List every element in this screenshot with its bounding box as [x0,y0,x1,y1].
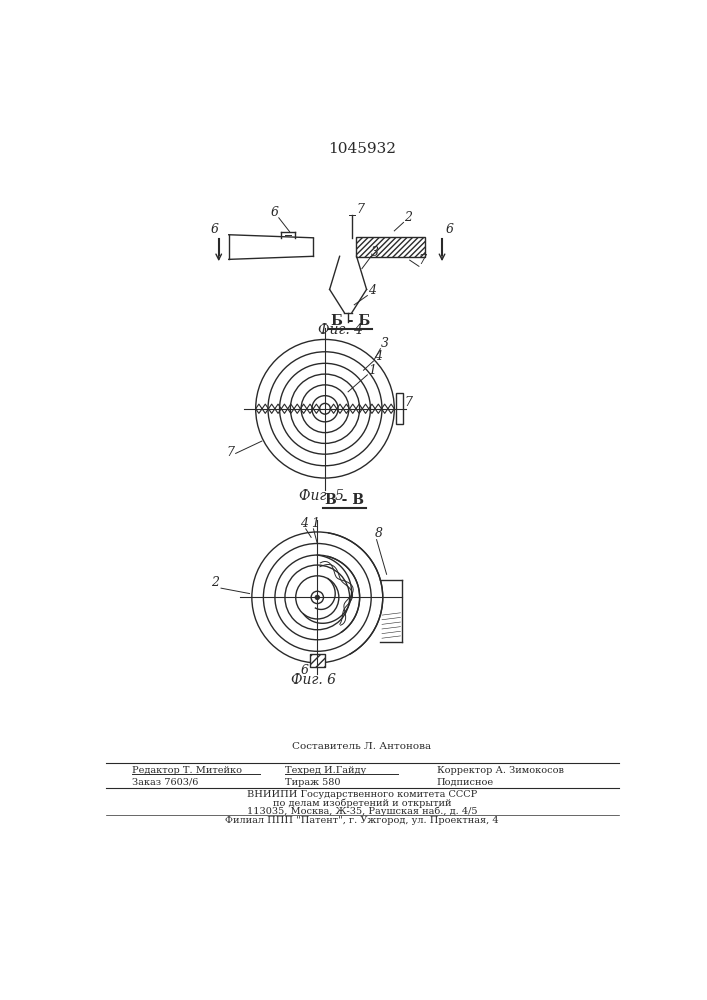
Text: 3: 3 [381,337,389,350]
Text: 113035, Москва, Ж-35, Раушская наб., д. 4/5: 113035, Москва, Ж-35, Раушская наб., д. … [247,807,477,816]
Text: 1: 1 [368,364,376,377]
Circle shape [315,595,320,600]
Text: 7: 7 [356,203,365,216]
Text: 4: 4 [374,350,382,363]
Text: 7: 7 [226,446,235,459]
Text: ВНИИПИ Государственного комитета СССР: ВНИИПИ Государственного комитета СССР [247,790,477,799]
Text: Составитель Л. Антонова: Составитель Л. Антонова [293,742,431,751]
Text: 6: 6 [271,206,279,219]
Text: 2: 2 [404,211,412,224]
Text: 1045932: 1045932 [328,142,396,156]
Text: 1: 1 [311,517,319,530]
Text: Фиг. 6: Фиг. 6 [291,673,336,687]
Text: 6: 6 [211,223,219,236]
Bar [356,237,425,257]
Text: 4: 4 [300,517,308,530]
Text: Подписное: Подписное [437,778,493,787]
Text: Заказ 7603/6: Заказ 7603/6 [132,778,199,787]
Bar [396,393,403,424]
Text: Редактор Т. Митейко: Редактор Т. Митейко [132,766,243,775]
Text: В - В: В - В [325,493,363,507]
Bar [310,654,325,667]
Bar [310,654,325,667]
Text: по делам изобретений и открытий: по делам изобретений и открытий [273,798,451,808]
Text: Техред И.Гайду: Техред И.Гайду [285,766,366,775]
Text: 7: 7 [419,254,427,267]
Text: Фиг. 4: Фиг. 4 [318,323,363,337]
Text: Корректор А. Зимокосов: Корректор А. Зимокосов [437,766,563,775]
Text: 6: 6 [446,223,454,236]
Text: 2: 2 [211,576,219,589]
Text: Фиг. 5: Фиг. 5 [298,489,344,503]
Text: 3: 3 [371,246,379,259]
Text: Филиал ППП "Патент", г. Ужгород, ул. Проектная, 4: Филиал ППП "Патент", г. Ужгород, ул. Про… [225,816,498,825]
Text: Тираж 580: Тираж 580 [285,778,341,787]
Text: 8: 8 [375,527,383,540]
Text: Б - Б: Б - Б [331,314,370,328]
Text: 7: 7 [404,396,412,409]
Text: 4: 4 [368,284,376,297]
Text: 6: 6 [300,664,308,677]
